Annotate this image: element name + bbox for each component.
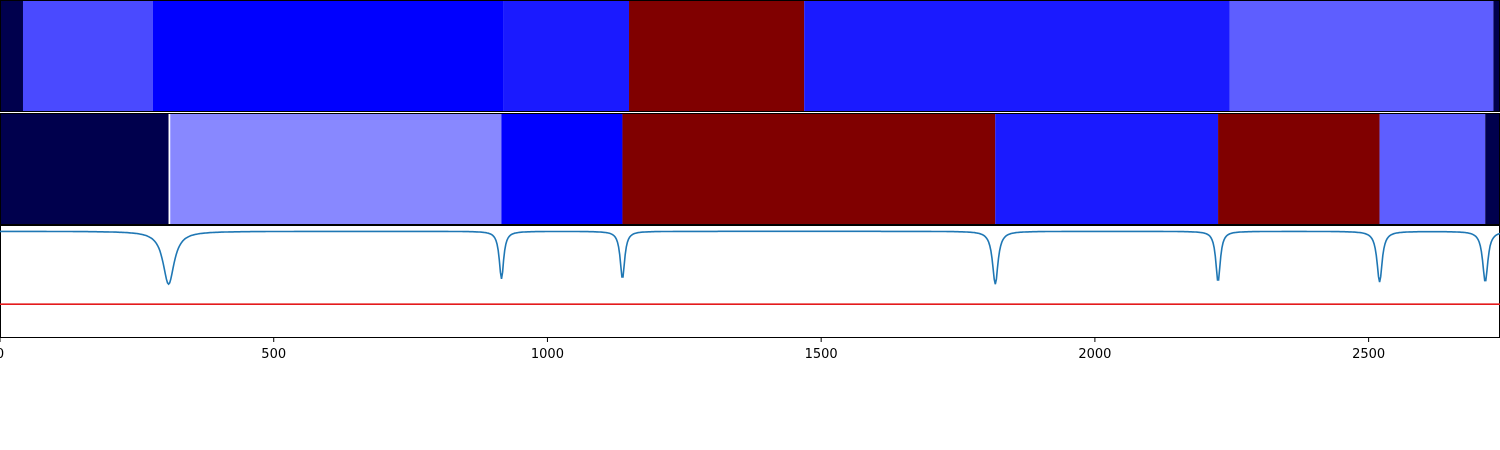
heatmap-cell-row0-seg6: [1230, 0, 1494, 112]
x-tick-label: 2000: [1078, 347, 1111, 362]
heatmap-cell-row1-seg0: [0, 113, 169, 225]
heatmap-cell-row1-seg3: [501, 113, 622, 225]
signal-panel-frame: [1, 226, 1500, 338]
heatmap-cell-row1-seg6: [1218, 113, 1379, 225]
x-tick-label: 500: [261, 347, 286, 362]
heatmap-cell-row1-seg1: [169, 113, 171, 225]
x-tick-label: 2500: [1352, 347, 1385, 362]
heatmap-cell-row1-seg7: [1380, 113, 1486, 225]
x-axis: 0 500 1000 1500 2000 2500: [0, 338, 1385, 362]
x-tick-label: 1000: [531, 347, 564, 362]
heatmap-cell-row0-seg1: [23, 0, 153, 112]
heatmap-cell-row1-seg8: [1485, 113, 1500, 225]
heatmap-row-top: [0, 0, 1500, 112]
x-tick-label: 1500: [805, 347, 838, 362]
signal-panel: [0, 226, 1500, 338]
heatmap-cell-row0-seg0: [0, 0, 23, 112]
x-tick-label: 0: [0, 347, 4, 362]
heatmap-cell-row0-seg5: [804, 0, 1229, 112]
heatmap-cell-row0-seg3: [504, 0, 629, 112]
heatmap-cell-row1-seg2: [170, 113, 501, 225]
heatmap-cell-row1-seg5: [995, 113, 1218, 225]
heatmap-cell-row0-seg2: [153, 0, 504, 112]
heatmap-cell-row1-seg4: [622, 113, 995, 225]
heatmap-cell-row0-seg4: [629, 0, 804, 112]
heatmap-row-middle: [0, 113, 1500, 225]
